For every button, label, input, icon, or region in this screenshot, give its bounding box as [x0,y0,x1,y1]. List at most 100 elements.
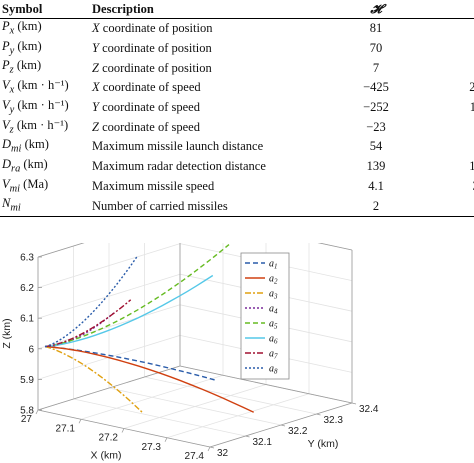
z-tick-label: 6.3 [20,253,34,264]
cell-h-value: −425 [363,80,389,95]
cell-symbol: Pz (km) [0,58,90,78]
floor-gridline [108,387,282,426]
symbol-letter: N [2,196,11,211]
symbol-letter: P [2,38,10,53]
x-tick-mark [35,409,39,415]
y-tick-mark [209,446,215,449]
parameter-table: Symbol Description 𝓗 𝓒 Px (km)X coordina… [0,0,474,218]
z-tick-label: 6.1 [20,314,34,325]
y-tick-label: 32.3 [324,415,344,426]
symbol-subscript: z [9,64,14,76]
symbol-subscript: y [9,45,15,57]
header-c: 𝓒 [418,0,474,19]
cell-description: Maximum radar detection distance [90,157,334,177]
table-row: Vz (km · h⁻¹)Z coordinate of speed−2332 [0,118,474,138]
cell-symbol: Px (km) [0,19,90,39]
cell-h-value: −23 [366,119,386,134]
legend-label-a2: a2 [269,274,278,286]
description-text: Number of carried missiles [92,198,228,213]
legend-label-a1: a1 [269,259,278,271]
symbol-subscript: mi [9,183,21,195]
cell-description: X coordinate of position [90,19,334,39]
plot-series [44,244,254,414]
floor-gridline [73,398,246,437]
cell-description: Maximum missile launch distance [90,137,334,157]
cell-symbol: Py (km) [0,39,90,59]
legend-subscript: 1 [274,263,278,271]
symbol-subscript: mi [11,143,22,155]
description-variable: Y [92,40,99,55]
top-edge [317,243,353,251]
symbol-unit: (km) [20,156,48,171]
legend-label-a5: a5 [269,319,278,331]
plot-grid [37,243,353,448]
z-tick-label: 5.9 [20,375,34,386]
cell-c-value: 27 [418,19,474,39]
trajectory-a4 [45,311,115,348]
trajectory-a6 [45,274,214,348]
symbol-subscript: z [9,124,14,136]
legend-label-a6: a6 [269,334,278,346]
description-text: Maximum missile speed [92,178,215,193]
y-tick-mark [280,424,286,427]
cell-h-value: 2 [334,196,418,218]
symbol-letter: D [2,137,12,152]
y-axis-label: Y (km) [308,438,339,450]
cell-h-value: 81 [369,21,383,36]
cell-h-value: 54 [369,139,383,154]
description-variable: Z [92,60,99,75]
symbol-letter: P [2,19,10,33]
symbol-unit: (km · h⁻¹) [14,97,69,112]
floor-edge [37,365,181,411]
symbol-unit: (km) [21,137,49,152]
x-tick-label: 27.3 [142,442,162,453]
floor-gridline [144,376,317,415]
trajectory-a7 [45,299,132,348]
x-tick-label: 27.1 [56,423,76,434]
symbol-subscript: y [9,104,15,116]
symbol-unit: (km) [14,19,42,33]
trajectory-a2 [45,345,254,413]
cell-c-value: 116 [469,100,474,115]
cell-symbol: Dmi (km) [0,137,90,157]
cell-description: Z coordinate of speed [90,118,334,138]
cell-h-value: 4.1 [368,178,384,193]
legend-subscript: 6 [274,338,278,346]
trajectory-a3 [44,345,144,414]
symbol-subscript: x [9,25,15,37]
description-text: coordinate of position [98,40,212,55]
description-variable: Y [92,100,99,115]
symbol-subscript: mi [10,202,21,214]
description-text: Maximum radar detection distance [92,159,266,174]
cell-symbol: Vy (km · h⁻¹) [0,98,90,118]
plot-legend: a1 a2 a3 a4 a5 a6 a7 a8 [240,252,290,380]
description-text: Maximum missile launch distance [92,139,264,154]
legend-subscript: 2 [274,278,278,286]
cell-c-value: 46 [418,137,474,157]
table-row: Py (km)Y coordinate of position7032 [0,39,474,59]
description-variable: X [92,21,100,36]
cell-description: Y coordinate of speed [90,98,334,118]
cell-c-value: 3.8 [418,177,474,197]
legend-subscript: 8 [274,368,278,376]
trajectory-a8 [44,255,139,348]
symbol-subscript: x [9,84,15,96]
description-text: coordinate of position [98,60,212,75]
cell-symbol: Vx (km · h⁻¹) [0,78,90,98]
z-axis-label: Z (km) [1,318,13,348]
cell-c-value: 6 [418,58,474,78]
header-h: 𝓗 [334,0,418,19]
y-tick-label: 32.4 [359,404,379,415]
table-row: Dmi (km) Maximum missile launch distance 5… [0,137,474,157]
trajectory-figure: 5.8 5.9 6 6.1 6.2 6.3 27 27.1 27.2 27.3 27.4 32 32.1… [0,243,474,463]
symbol-unit: (km) [13,58,42,73]
x-tick-mark [164,437,168,442]
y-tick-label: 32.2 [288,426,308,437]
x-tick-mark [78,419,82,424]
legend-label-a8: a8 [269,364,278,376]
description-variable: Z [92,119,99,134]
x-tick-label: 27 [21,414,33,425]
x-tick-mark [207,446,211,452]
